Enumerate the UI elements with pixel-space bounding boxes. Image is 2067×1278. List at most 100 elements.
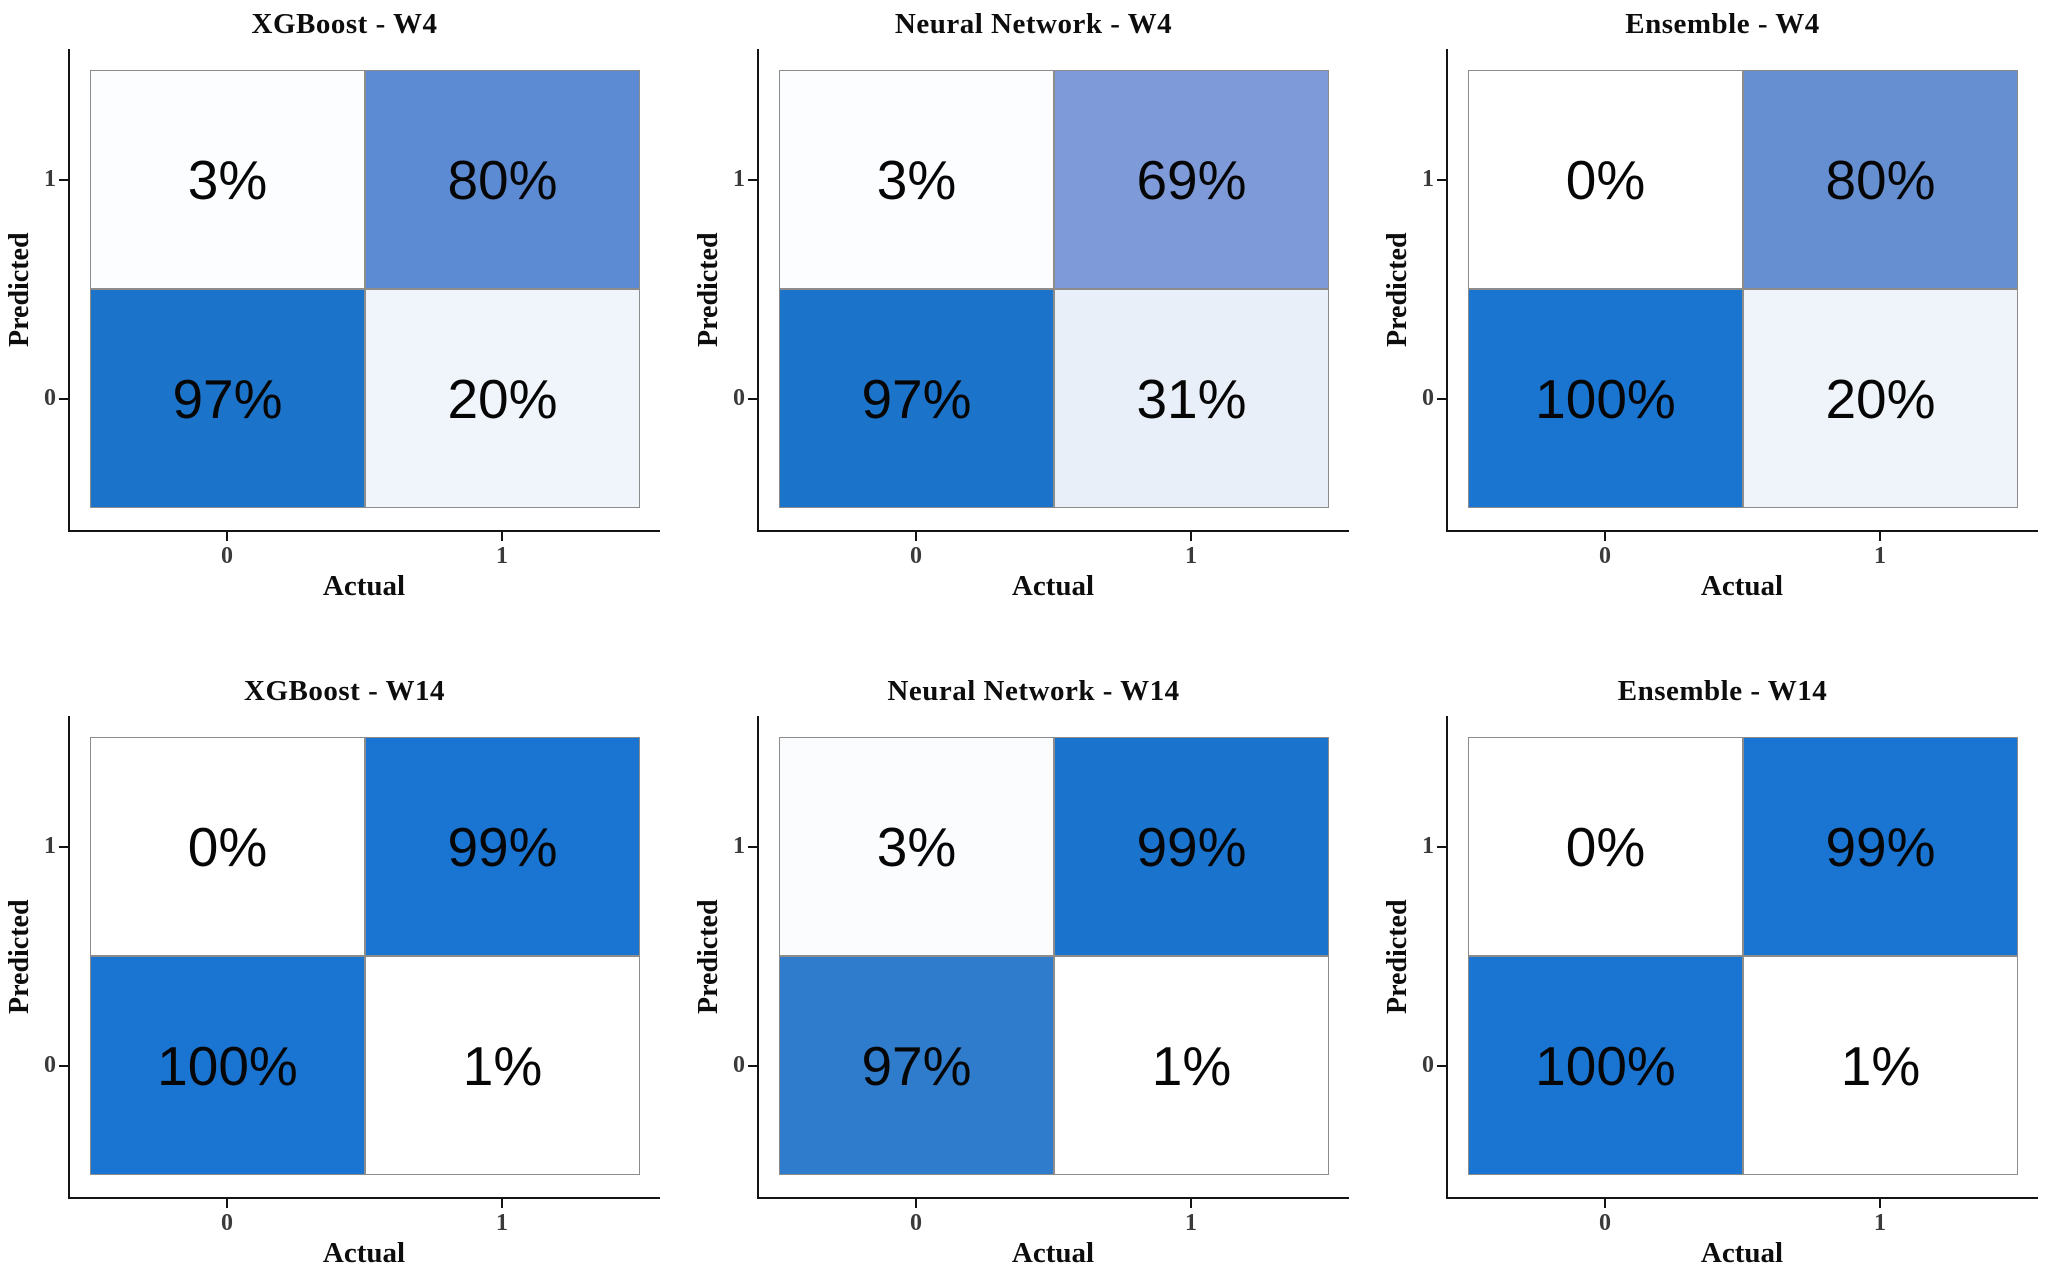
tick-mark — [501, 532, 503, 541]
tick-mark — [59, 179, 68, 181]
panel-xgboost-w4: XGBoost - W4 Predicted 1 0 3% 80% 97% 20… — [0, 0, 689, 639]
x-tick-label: 1 — [1874, 543, 1886, 569]
matrix-cell: 99% — [365, 737, 640, 956]
tick-mark — [1437, 1065, 1446, 1067]
tick-mark — [226, 532, 228, 541]
x-tick-label: 1 — [1874, 1210, 1886, 1236]
tick-mark — [59, 398, 68, 400]
tick-mark — [59, 1065, 68, 1067]
plot-area: 0% 99% 100% 1% — [59, 716, 660, 1208]
matrix-tiles: 3% 69% 97% 31% — [779, 70, 1329, 508]
panel-ensemble-w4: Ensemble - W4 Predicted 1 0 0% 80% 100% … — [1378, 0, 2067, 639]
y-axis-label: Predicted — [1382, 899, 1413, 1014]
y-axis-label: Predicted — [693, 232, 724, 347]
x-tick-label: 1 — [496, 543, 508, 569]
y-tick-label: 1 — [44, 166, 56, 192]
matrix-cell: 31% — [1054, 289, 1329, 508]
x-tick-label: 1 — [1185, 543, 1197, 569]
matrix-cell: 0% — [1468, 70, 1743, 289]
tick-mark — [1879, 1199, 1881, 1208]
panel-title: Neural Network - W4 — [894, 8, 1173, 40]
matrix-cell: 100% — [1468, 289, 1743, 508]
y-tick-label: 1 — [733, 166, 745, 192]
x-axis-label: Actual — [322, 570, 406, 602]
y-axis-label: Predicted — [1382, 232, 1413, 347]
tick-mark — [748, 1065, 757, 1067]
matrix-cell: 80% — [365, 70, 640, 289]
matrix-cell: 1% — [1743, 956, 2018, 1175]
tick-mark — [1190, 532, 1192, 541]
matrix-tiles: 0% 99% 100% 1% — [1468, 737, 2018, 1175]
x-tick-label: 0 — [1599, 1210, 1611, 1236]
panel-ensemble-w14: Ensemble - W14 Predicted 1 0 0% 99% 100%… — [1378, 639, 2067, 1278]
panel-title: Ensemble - W4 — [1625, 8, 1820, 40]
tick-mark — [1604, 532, 1606, 541]
x-tick-label: 0 — [910, 1210, 922, 1236]
tick-mark — [748, 179, 757, 181]
x-tick-label: 0 — [1599, 543, 1611, 569]
panel-neural-network-w14: Neural Network - W14 Predicted 1 0 3% 99… — [689, 639, 1378, 1278]
panel-neural-network-w4: Neural Network - W4 Predicted 1 0 3% 69%… — [689, 0, 1378, 639]
plot-area: 0% 80% 100% 20% — [1437, 49, 2038, 541]
y-tick-label: 0 — [44, 1052, 56, 1078]
matrix-cell: 99% — [1054, 737, 1329, 956]
y-tick-label: 1 — [733, 833, 745, 859]
tick-mark — [1437, 846, 1446, 848]
tick-mark — [501, 1199, 503, 1208]
matrix-cell: 0% — [1468, 737, 1743, 956]
matrix-tiles: 0% 99% 100% 1% — [90, 737, 640, 1175]
x-axis-label: Actual — [1700, 1237, 1784, 1269]
tick-mark — [1437, 398, 1446, 400]
x-axis-label: Actual — [1700, 570, 1784, 602]
tick-mark — [748, 398, 757, 400]
y-axis-label: Predicted — [4, 899, 35, 1014]
plot-area: 3% 99% 97% 1% — [748, 716, 1349, 1208]
matrix-cell: 1% — [1054, 956, 1329, 1175]
panel-title: XGBoost - W4 — [251, 8, 438, 40]
y-tick-label: 1 — [1422, 166, 1434, 192]
tick-mark — [1879, 532, 1881, 541]
matrix-cell: 97% — [779, 289, 1054, 508]
matrix-cell: 3% — [90, 70, 365, 289]
matrix-cell: 3% — [779, 70, 1054, 289]
matrix-tiles: 0% 80% 100% 20% — [1468, 70, 2018, 508]
y-tick-label: 0 — [733, 1052, 745, 1078]
plot-area: 3% 69% 97% 31% — [748, 49, 1349, 541]
matrix-cell: 20% — [365, 289, 640, 508]
matrix-cell: 97% — [90, 289, 365, 508]
matrix-cell: 1% — [365, 956, 640, 1175]
panel-xgboost-w14: XGBoost - W14 Predicted 1 0 0% 99% 100% … — [0, 639, 689, 1278]
x-axis-label: Actual — [322, 1237, 406, 1269]
tick-mark — [915, 532, 917, 541]
x-tick-label: 0 — [221, 543, 233, 569]
matrix-cell: 20% — [1743, 289, 2018, 508]
tick-mark — [226, 1199, 228, 1208]
y-tick-label: 1 — [44, 833, 56, 859]
matrix-cell: 3% — [779, 737, 1054, 956]
y-axis-label: Predicted — [693, 899, 724, 1014]
tick-mark — [1604, 1199, 1606, 1208]
y-tick-label: 1 — [1422, 833, 1434, 859]
tick-mark — [59, 846, 68, 848]
x-axis-label: Actual — [1011, 1237, 1095, 1269]
matrix-tiles: 3% 99% 97% 1% — [779, 737, 1329, 1175]
matrix-cell: 100% — [90, 956, 365, 1175]
matrix-cell: 69% — [1054, 70, 1329, 289]
tick-mark — [1190, 1199, 1192, 1208]
x-tick-label: 0 — [221, 1210, 233, 1236]
y-tick-label: 0 — [733, 385, 745, 411]
panel-title: Neural Network - W14 — [887, 675, 1180, 707]
plot-area: 0% 99% 100% 1% — [1437, 716, 2038, 1208]
y-tick-label: 0 — [1422, 385, 1434, 411]
y-tick-label: 0 — [1422, 1052, 1434, 1078]
matrix-cell: 97% — [779, 956, 1054, 1175]
tick-mark — [1437, 179, 1446, 181]
matrix-cell: 80% — [1743, 70, 2018, 289]
tick-mark — [748, 846, 757, 848]
panel-title: Ensemble - W14 — [1617, 675, 1828, 707]
matrix-tiles: 3% 80% 97% 20% — [90, 70, 640, 508]
panel-title: XGBoost - W14 — [244, 675, 445, 707]
tick-mark — [915, 1199, 917, 1208]
x-tick-label: 1 — [496, 1210, 508, 1236]
